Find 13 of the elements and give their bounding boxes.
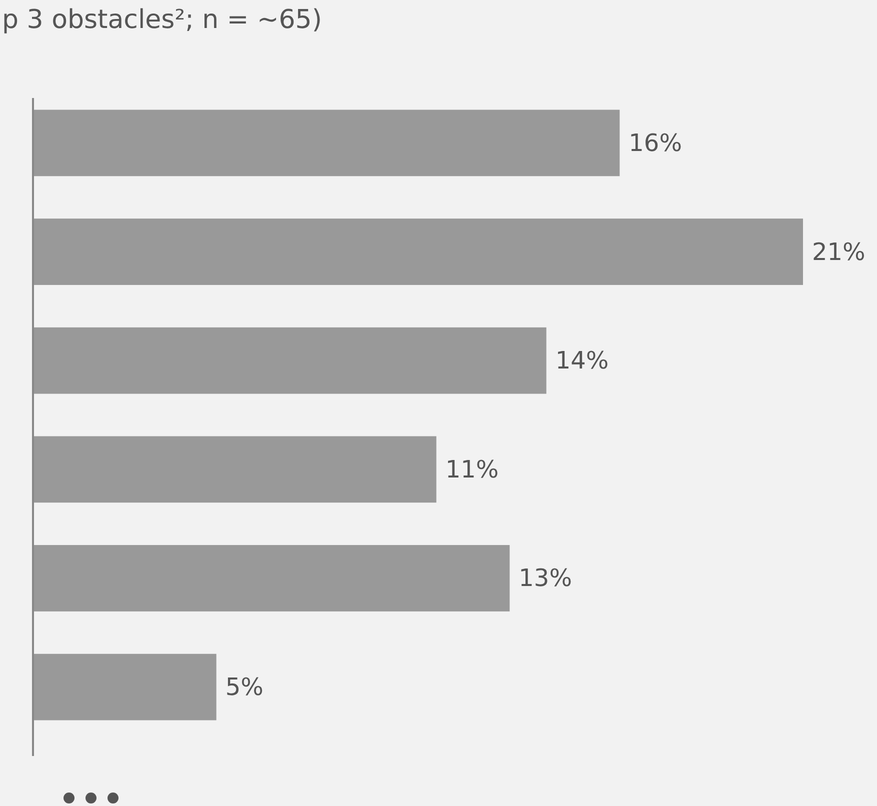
data-label: 5% [225,673,264,702]
bar [33,327,546,394]
data-label: 21% [812,238,866,266]
bar [33,545,510,612]
data-label: 16% [628,128,682,157]
data-label: 13% [518,564,572,592]
data-label: 11% [445,455,499,484]
bar [33,218,803,285]
chart-title: p 3 obstacles²; n = ~65) [2,5,322,35]
bar [33,654,216,720]
data-label: 14% [555,346,609,375]
bar [33,110,620,176]
bar [33,436,436,503]
